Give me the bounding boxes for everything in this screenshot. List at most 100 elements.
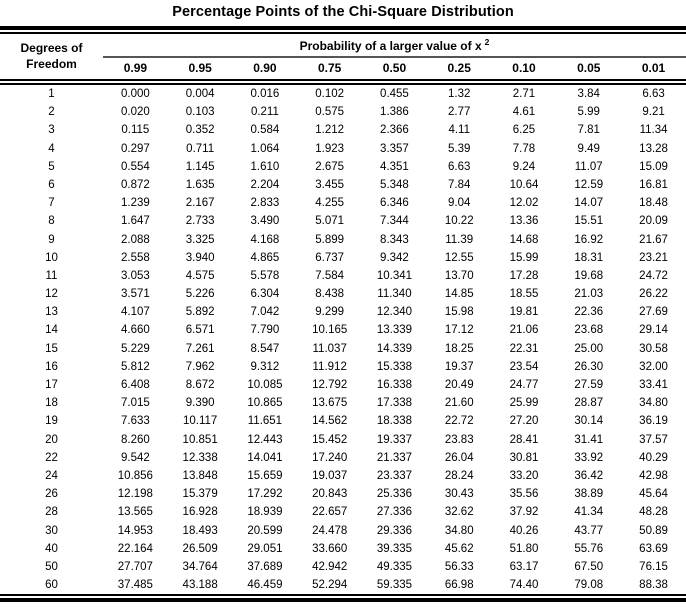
value-cell: 19.68 bbox=[574, 269, 604, 282]
value-cell: 5.348 bbox=[380, 178, 409, 191]
df-cell: 30 bbox=[45, 524, 58, 537]
value-cell: 18.25 bbox=[444, 342, 474, 355]
value-cell: 15.51 bbox=[574, 215, 604, 228]
value-cell: 35.56 bbox=[509, 488, 539, 501]
table-row: 2 0.020 0.103 0.211 0.575 1.386 2.77 4.61 5.99 9.… bbox=[0, 103, 686, 121]
value-cell: 79.08 bbox=[574, 579, 604, 592]
value-cell: 8.672 bbox=[185, 379, 215, 391]
value-cell: 27.336 bbox=[376, 506, 413, 519]
probability-header-superscript: 2 bbox=[484, 37, 490, 47]
value-cell: 0.004 bbox=[185, 88, 215, 100]
probability-header-text: Probability of a larger value of x bbox=[299, 39, 482, 53]
value-cell: 5.226 bbox=[185, 288, 215, 301]
value-cell: 24.478 bbox=[312, 524, 348, 537]
value-cell: 17.28 bbox=[509, 269, 539, 282]
value-cell: 1.064 bbox=[250, 142, 280, 155]
df-cell: 50 bbox=[45, 560, 58, 573]
column-header-0.25: 0.25 bbox=[426, 57, 492, 85]
value-cell: 21.337 bbox=[376, 451, 413, 464]
value-cell: 5.071 bbox=[315, 215, 345, 228]
value-cell: 6.737 bbox=[315, 251, 345, 264]
df-cell: 26 bbox=[45, 488, 58, 501]
value-cell: 10.22 bbox=[444, 215, 474, 228]
table-row: 11 3.053 4.575 5.578 7.584 10.341 13.70 17.28 19… bbox=[0, 267, 686, 285]
value-cell: 6.571 bbox=[185, 324, 215, 337]
value-cell: 8.260 bbox=[120, 433, 150, 446]
value-cell: 5.892 bbox=[185, 306, 215, 319]
value-cell: 4.11 bbox=[448, 124, 470, 137]
column-header-0.90: 0.90 bbox=[232, 57, 298, 85]
value-cell: 12.198 bbox=[117, 488, 153, 501]
column-header-0.01: 0.01 bbox=[621, 57, 686, 85]
value-cell: 13.675 bbox=[312, 397, 348, 410]
value-cell: 43.188 bbox=[182, 579, 218, 592]
value-cell: 3.053 bbox=[120, 269, 150, 282]
column-header-0.05: 0.05 bbox=[556, 57, 622, 85]
top-double-rule bbox=[0, 26, 686, 34]
value-cell: 15.09 bbox=[639, 160, 668, 173]
value-cell: 19.037 bbox=[312, 469, 348, 482]
value-cell: 20.843 bbox=[312, 488, 348, 501]
df-cell: 20 bbox=[45, 433, 58, 446]
value-cell: 26.22 bbox=[639, 288, 668, 301]
value-cell: 1.923 bbox=[315, 142, 345, 155]
value-cell: 17.338 bbox=[376, 397, 413, 410]
value-cell: 24.72 bbox=[639, 269, 668, 282]
value-cell: 18.31 bbox=[574, 251, 604, 264]
value-cell: 33.92 bbox=[574, 451, 604, 464]
column-header-0.95: 0.95 bbox=[167, 57, 233, 85]
table-row: 13 4.107 5.892 7.042 9.299 12.340 15.98 19.81 22… bbox=[0, 303, 686, 321]
table-row: 10 2.558 3.940 4.865 6.737 9.342 12.55 15.99 18.… bbox=[0, 249, 686, 267]
value-cell: 10.085 bbox=[247, 379, 283, 391]
table-row: 60 37.485 43.188 46.459 52.294 59.335 66.98 74.… bbox=[0, 576, 686, 594]
value-cell: 42.98 bbox=[639, 469, 668, 482]
value-cell: 1.145 bbox=[185, 160, 215, 173]
value-cell: 1.32 bbox=[448, 88, 471, 100]
value-cell: 20.599 bbox=[247, 524, 283, 537]
value-cell: 6.304 bbox=[250, 288, 280, 301]
value-cell: 9.24 bbox=[512, 160, 536, 173]
value-cell: 0.352 bbox=[185, 124, 215, 137]
value-cell: 52.294 bbox=[312, 579, 348, 592]
df-cell: 9 bbox=[48, 233, 55, 246]
value-cell: 49.335 bbox=[376, 560, 413, 573]
value-cell: 14.953 bbox=[117, 524, 153, 537]
column-headers-row: 0.99 0.95 0.90 0.75 0.50 0.25 0.10 0.05 … bbox=[0, 57, 686, 85]
value-cell: 12.55 bbox=[444, 251, 474, 264]
value-cell: 5.229 bbox=[120, 342, 150, 355]
value-cell: 18.55 bbox=[509, 288, 539, 301]
value-cell: 28.24 bbox=[444, 469, 474, 482]
value-cell: 5.99 bbox=[577, 106, 600, 119]
value-cell: 4.107 bbox=[120, 306, 150, 319]
value-cell: 7.015 bbox=[120, 397, 150, 410]
value-cell: 0.000 bbox=[120, 88, 150, 100]
df-cell: 22 bbox=[45, 451, 58, 464]
value-cell: 19.337 bbox=[376, 433, 413, 446]
value-cell: 2.366 bbox=[380, 124, 409, 137]
value-cell: 3.357 bbox=[380, 142, 409, 155]
df-cell: 13 bbox=[45, 306, 58, 319]
value-cell: 0.711 bbox=[186, 142, 215, 155]
df-cell: 8 bbox=[48, 215, 55, 228]
value-cell: 12.792 bbox=[312, 379, 348, 391]
value-cell: 2.77 bbox=[448, 106, 471, 119]
value-cell: 0.455 bbox=[380, 88, 409, 100]
value-cell: 15.99 bbox=[509, 251, 539, 264]
value-cell: 7.78 bbox=[512, 142, 536, 155]
df-cell: 3 bbox=[48, 124, 55, 137]
value-cell: 2.833 bbox=[250, 197, 280, 210]
value-cell: 0.575 bbox=[315, 106, 345, 119]
value-cell: 30.81 bbox=[509, 451, 539, 464]
value-cell: 29.051 bbox=[247, 542, 283, 555]
value-cell: 32.62 bbox=[444, 506, 474, 519]
value-cell: 0.016 bbox=[250, 88, 280, 100]
df-cell: 6 bbox=[48, 178, 55, 191]
value-cell: 31.41 bbox=[574, 433, 604, 446]
table-body: 1 0.000 0.004 0.016 0.102 0.455 1.32 2.71 3.84 6.… bbox=[0, 82, 686, 594]
value-cell: 13.36 bbox=[509, 215, 539, 228]
table-row: 20 8.260 10.851 12.443 15.452 19.337 23.83 28.4… bbox=[0, 431, 686, 449]
value-cell: 10.64 bbox=[509, 178, 539, 191]
value-cell: 43.77 bbox=[574, 524, 604, 537]
value-cell: 3.490 bbox=[250, 215, 280, 228]
value-cell: 48.28 bbox=[639, 506, 668, 519]
